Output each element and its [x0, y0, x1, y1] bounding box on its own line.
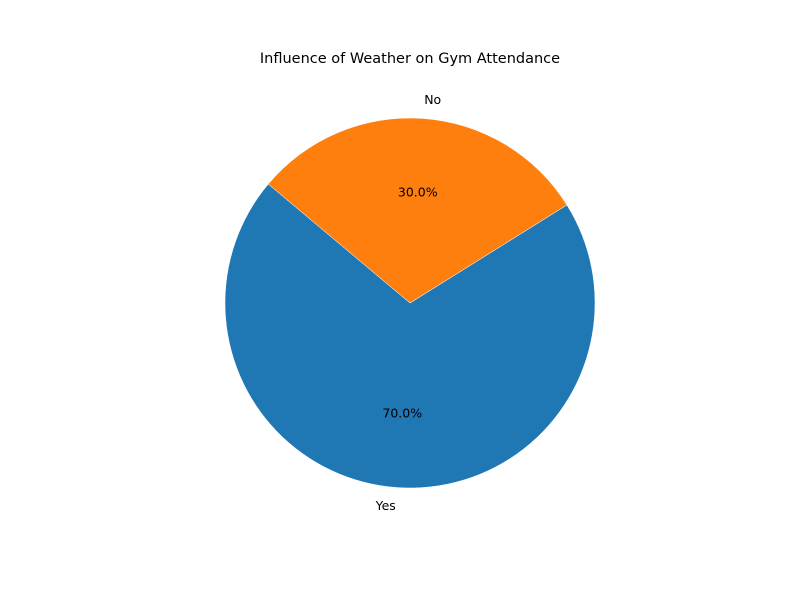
slice-percent-yes: 70.0% — [382, 406, 422, 421]
pie-slice-no — [267, 117, 568, 304]
slice-label-no: No — [424, 92, 441, 107]
pie-slice-yes — [224, 183, 596, 489]
pie-slices: Yes 70.0% No 30.0% — [224, 92, 596, 513]
slice-label-yes: Yes — [375, 498, 396, 513]
chart-title: Influence of Weather on Gym Attendance — [260, 51, 560, 67]
slice-percent-no: 30.0% — [398, 184, 438, 199]
